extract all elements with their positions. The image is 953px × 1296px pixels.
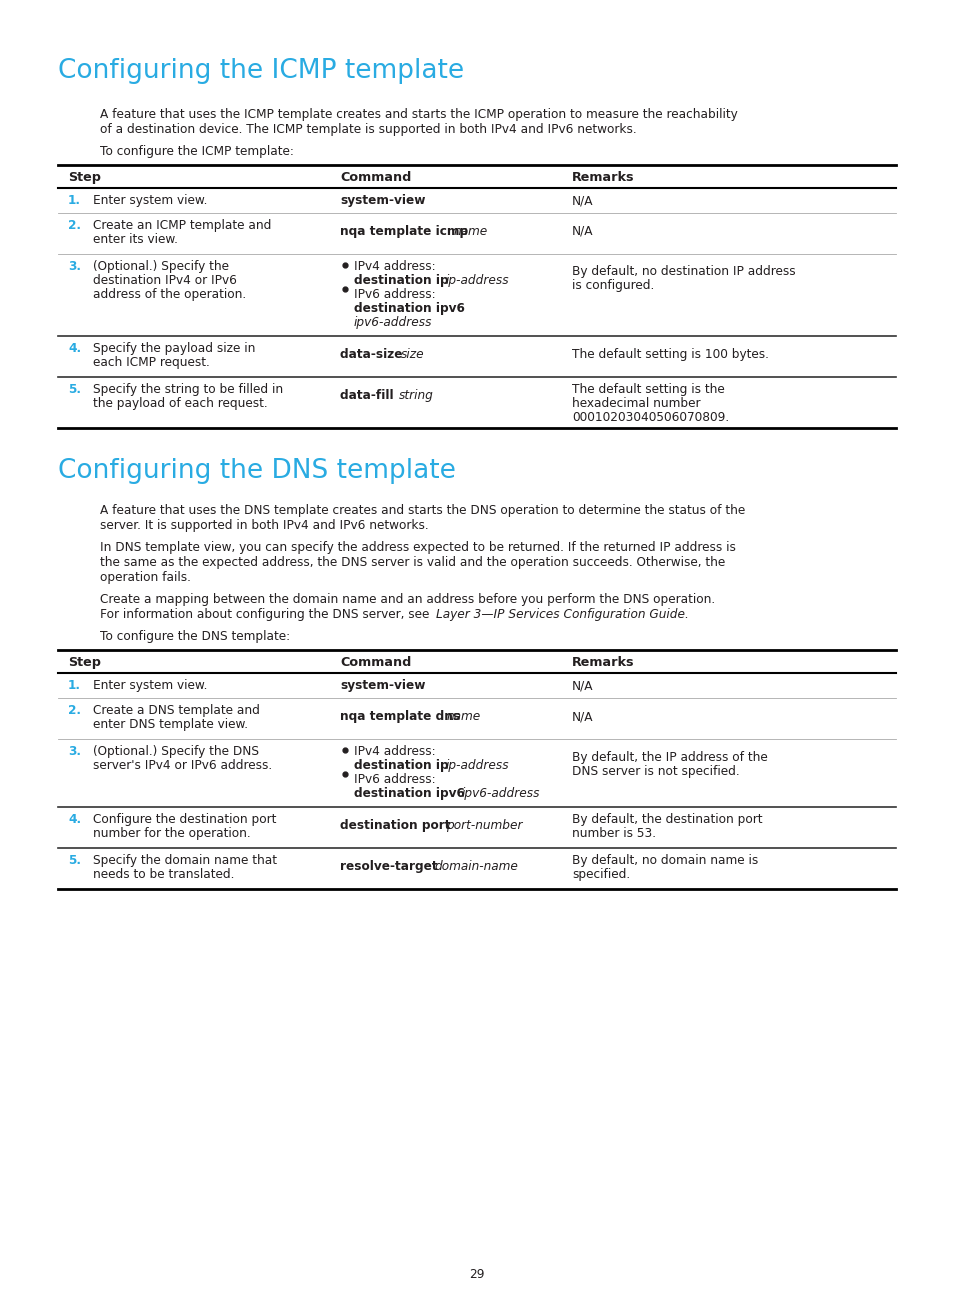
Text: 2.: 2. <box>68 704 81 717</box>
Text: server. It is supported in both IPv4 and IPv6 networks.: server. It is supported in both IPv4 and… <box>100 518 428 531</box>
Text: For information about configuring the DNS server, see: For information about configuring the DN… <box>100 608 433 621</box>
Text: destination port: destination port <box>339 819 455 832</box>
Text: destination ip: destination ip <box>354 759 453 772</box>
Text: A feature that uses the ICMP template creates and starts the ICMP operation to m: A feature that uses the ICMP template cr… <box>100 108 737 121</box>
Text: ipv6-address: ipv6-address <box>354 316 432 329</box>
Text: resolve-target: resolve-target <box>339 861 441 874</box>
Text: 5.: 5. <box>68 384 81 397</box>
Text: name: name <box>447 710 480 723</box>
Text: the same as the expected address, the DNS server is valid and the operation succ: the same as the expected address, the DN… <box>100 556 724 569</box>
Text: 1.: 1. <box>68 194 81 207</box>
Text: Layer 3—IP Services Configuration Guide.: Layer 3—IP Services Configuration Guide. <box>436 608 688 621</box>
Text: domain-name: domain-name <box>434 861 517 874</box>
Text: ip-address: ip-address <box>446 273 509 286</box>
Text: A feature that uses the DNS template creates and starts the DNS operation to det: A feature that uses the DNS template cre… <box>100 504 744 517</box>
Text: Create a mapping between the domain name and an address before you perform the D: Create a mapping between the domain name… <box>100 594 715 607</box>
Text: To configure the DNS template:: To configure the DNS template: <box>100 630 290 643</box>
Text: 29: 29 <box>469 1267 484 1280</box>
Text: operation fails.: operation fails. <box>100 572 191 584</box>
Text: To configure the ICMP template:: To configure the ICMP template: <box>100 145 294 158</box>
Text: system-view: system-view <box>339 194 425 207</box>
Text: Create a DNS template and: Create a DNS template and <box>92 704 259 717</box>
Text: ipv6-address: ipv6-address <box>461 787 540 800</box>
Text: 2.: 2. <box>68 219 81 232</box>
Text: N/A: N/A <box>572 226 593 238</box>
Text: Step: Step <box>68 171 101 184</box>
Text: ip-address: ip-address <box>446 759 509 772</box>
Text: IPv4 address:: IPv4 address: <box>354 745 436 758</box>
Text: Enter system view.: Enter system view. <box>92 194 207 207</box>
Text: nqa template dns: nqa template dns <box>339 710 464 723</box>
Text: Configuring the DNS template: Configuring the DNS template <box>58 457 456 483</box>
Text: data-size: data-size <box>339 349 406 362</box>
Text: enter DNS template view.: enter DNS template view. <box>92 718 248 731</box>
Text: (Optional.) Specify the DNS: (Optional.) Specify the DNS <box>92 745 258 758</box>
Text: The default setting is 100 bytes.: The default setting is 100 bytes. <box>572 349 768 362</box>
Text: 3.: 3. <box>68 260 81 273</box>
Text: Specify the string to be filled in: Specify the string to be filled in <box>92 384 283 397</box>
Text: the payload of each request.: the payload of each request. <box>92 397 268 410</box>
Text: IPv6 address:: IPv6 address: <box>354 288 436 301</box>
Text: destination ipv6: destination ipv6 <box>354 787 469 800</box>
Text: server's IPv4 or IPv6 address.: server's IPv4 or IPv6 address. <box>92 759 272 772</box>
Text: IPv6 address:: IPv6 address: <box>354 772 436 785</box>
Text: N/A: N/A <box>572 710 593 723</box>
Text: Remarks: Remarks <box>572 656 634 669</box>
Text: In DNS template view, you can specify the address expected to be returned. If th: In DNS template view, you can specify th… <box>100 540 735 553</box>
Text: port-number: port-number <box>446 819 522 832</box>
Text: 4.: 4. <box>68 342 81 355</box>
Text: 00010203040506070809.: 00010203040506070809. <box>572 411 728 424</box>
Text: destination IPv4 or IPv6: destination IPv4 or IPv6 <box>92 273 236 286</box>
Text: N/A: N/A <box>572 679 593 692</box>
Text: IPv4 address:: IPv4 address: <box>354 260 436 273</box>
Text: nqa template icmp: nqa template icmp <box>339 226 472 238</box>
Text: Enter system view.: Enter system view. <box>92 679 207 692</box>
Text: By default, no domain name is: By default, no domain name is <box>572 854 758 867</box>
Text: N/A: N/A <box>572 194 593 207</box>
Text: Create an ICMP template and: Create an ICMP template and <box>92 219 271 232</box>
Text: Specify the payload size in: Specify the payload size in <box>92 342 255 355</box>
Text: system-view: system-view <box>339 679 425 692</box>
Text: string: string <box>398 389 434 402</box>
Text: Configure the destination port: Configure the destination port <box>92 813 276 826</box>
Text: hexadecimal number: hexadecimal number <box>572 397 700 410</box>
Text: is configured.: is configured. <box>572 279 654 292</box>
Text: Command: Command <box>339 656 411 669</box>
Text: destination ip: destination ip <box>354 273 453 286</box>
Text: 4.: 4. <box>68 813 81 826</box>
Text: name: name <box>454 226 488 238</box>
Text: of a destination device. The ICMP template is supported in both IPv4 and IPv6 ne: of a destination device. The ICMP templa… <box>100 123 636 136</box>
Text: address of the operation.: address of the operation. <box>92 288 246 301</box>
Text: Step: Step <box>68 656 101 669</box>
Text: size: size <box>400 349 424 362</box>
Text: By default, the IP address of the: By default, the IP address of the <box>572 750 767 765</box>
Text: number is 53.: number is 53. <box>572 827 656 840</box>
Text: Specify the domain name that: Specify the domain name that <box>92 854 276 867</box>
Text: data-fill: data-fill <box>339 389 397 402</box>
Text: 1.: 1. <box>68 679 81 692</box>
Text: each ICMP request.: each ICMP request. <box>92 356 210 369</box>
Text: enter its view.: enter its view. <box>92 233 177 246</box>
Text: DNS server is not specified.: DNS server is not specified. <box>572 765 739 778</box>
Text: specified.: specified. <box>572 868 630 881</box>
Text: By default, no destination IP address: By default, no destination IP address <box>572 264 795 279</box>
Text: Remarks: Remarks <box>572 171 634 184</box>
Text: destination ipv6: destination ipv6 <box>354 302 464 315</box>
Text: number for the operation.: number for the operation. <box>92 827 251 840</box>
Text: Command: Command <box>339 171 411 184</box>
Text: 5.: 5. <box>68 854 81 867</box>
Text: Configuring the ICMP template: Configuring the ICMP template <box>58 58 464 84</box>
Text: The default setting is the: The default setting is the <box>572 384 724 397</box>
Text: needs to be translated.: needs to be translated. <box>92 868 234 881</box>
Text: By default, the destination port: By default, the destination port <box>572 813 761 826</box>
Text: 3.: 3. <box>68 745 81 758</box>
Text: (Optional.) Specify the: (Optional.) Specify the <box>92 260 229 273</box>
